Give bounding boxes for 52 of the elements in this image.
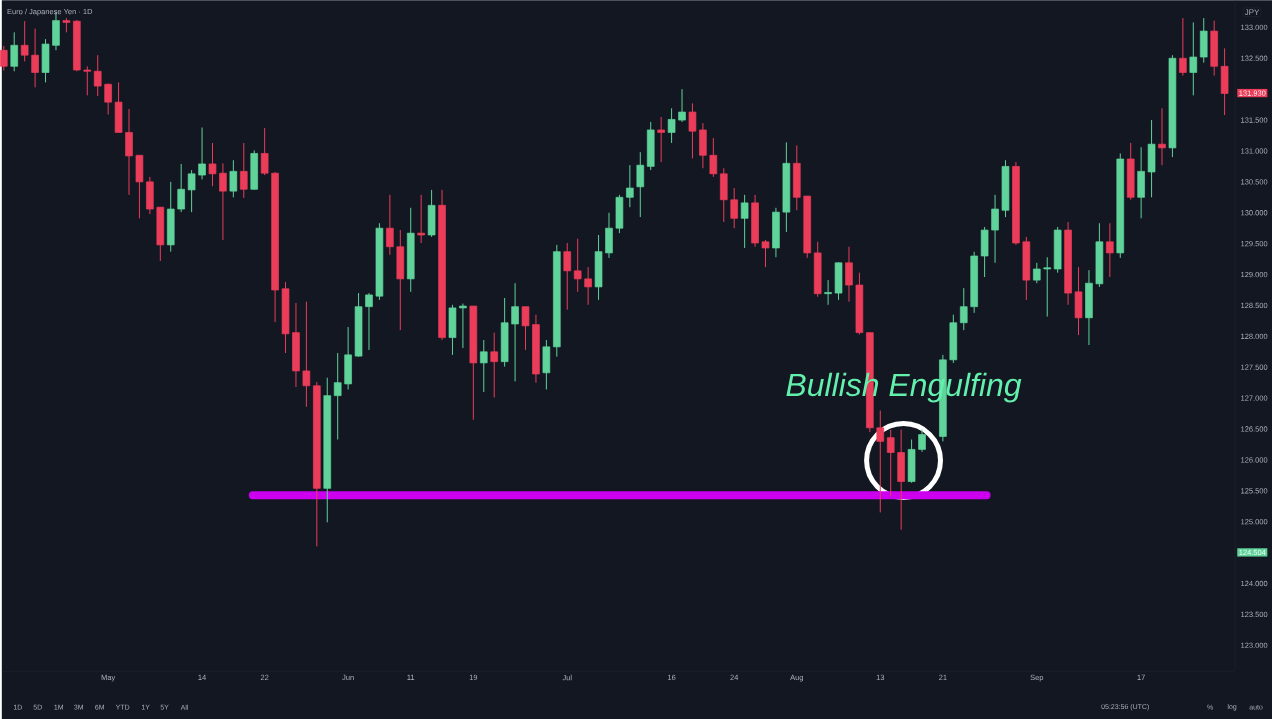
candlestick: [386, 194, 394, 256]
candlestick: [667, 107, 676, 144]
candlestick: [1033, 262, 1041, 284]
candlestick: [626, 164, 634, 208]
candlestick: [678, 88, 686, 123]
candlestick: [177, 163, 185, 213]
candlestick: [459, 303, 467, 349]
candlestick: [479, 339, 488, 393]
candlestick: [239, 142, 248, 199]
candlestick: [198, 126, 206, 180]
candlestick: [10, 31, 19, 72]
candlestick: [83, 65, 92, 96]
candlestick: [302, 301, 311, 408]
candlestick: [0, 45, 8, 72]
candlestick: [521, 306, 530, 351]
candlestick: [490, 332, 498, 398]
candlestick: [657, 116, 665, 163]
candlestick: [417, 194, 425, 244]
candlestick: [333, 352, 342, 440]
candlestick: [959, 287, 968, 331]
candlestick: [991, 194, 999, 264]
candlestick: [886, 429, 895, 497]
candlestick: [219, 162, 227, 241]
candlestick: [260, 127, 269, 176]
candlestick: [1179, 17, 1187, 76]
candlestick: [688, 102, 697, 159]
candlestick: [1158, 107, 1166, 166]
candlestick: [1106, 222, 1114, 278]
candlestick: [208, 142, 217, 187]
candlestick: [876, 409, 885, 513]
candlestick: [1189, 21, 1198, 96]
candlestick: [740, 194, 749, 249]
candlestick: [824, 279, 832, 306]
candlestick: [511, 282, 519, 382]
candlestick: [584, 266, 592, 306]
candlestick: [31, 28, 39, 88]
candlestick: [125, 108, 133, 196]
candlestick: [761, 239, 770, 268]
candlestick: [1043, 256, 1052, 317]
candlestick: [636, 151, 645, 218]
candlestick: [845, 246, 853, 303]
candlestick: [187, 169, 196, 213]
candlestick: [93, 54, 102, 97]
candlestick: [563, 242, 572, 311]
candlestick: [229, 159, 238, 198]
candlestick: [709, 137, 718, 178]
candlestick: [918, 429, 926, 453]
candlestick: [573, 238, 582, 293]
candlestick: [730, 187, 738, 229]
candlestick: [365, 292, 373, 351]
candlestick: [20, 20, 29, 62]
candlestick: [104, 83, 112, 115]
